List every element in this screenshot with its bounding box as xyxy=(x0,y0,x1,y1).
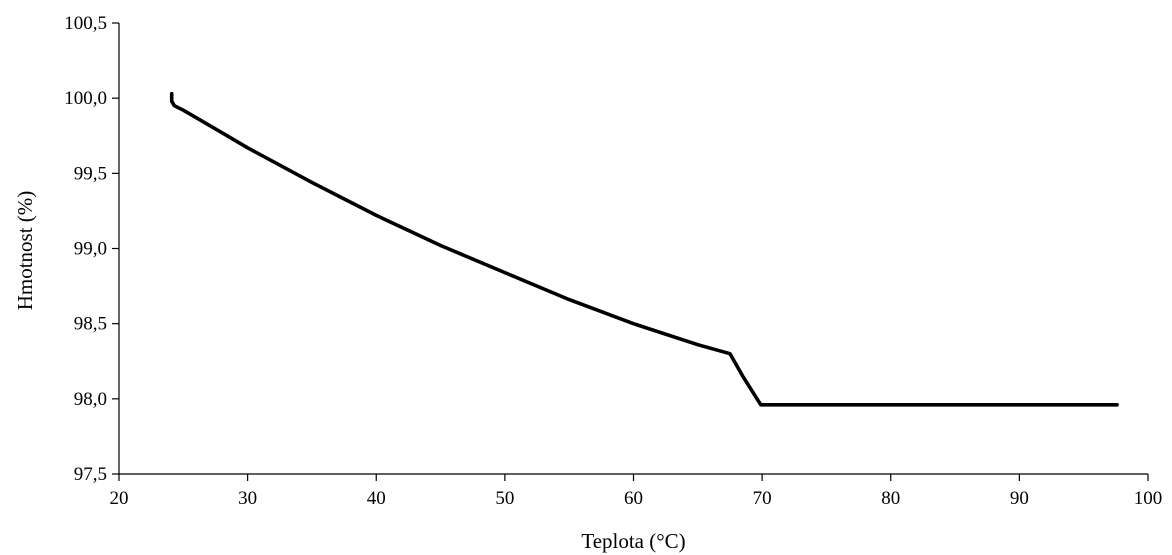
x-axis-ticks: 20 30 40 50 60 70 80 90 100 xyxy=(110,474,1163,509)
y-axis-ticks: 97,5 98,0 98,5 99,0 99,5 100,0 100,5 xyxy=(64,13,119,485)
x-tick-label: 90 xyxy=(1010,488,1029,509)
y-tick-label: 99,0 xyxy=(74,239,107,260)
x-tick-label: 60 xyxy=(624,488,643,509)
y-tick-label: 100,5 xyxy=(64,13,107,34)
x-tick-label: 70 xyxy=(753,488,772,509)
y-tick-label: 100,0 xyxy=(64,88,107,109)
x-axis-title: Teplota (°C) xyxy=(581,529,685,553)
y-tick-label: 99,5 xyxy=(74,163,107,184)
x-tick-label: 80 xyxy=(881,488,900,509)
y-tick-label: 98,0 xyxy=(74,389,107,410)
x-tick-label: 30 xyxy=(238,488,257,509)
y-axis-title: Hmotnost (%) xyxy=(13,191,37,311)
y-tick-label: 97,5 xyxy=(74,464,107,485)
mass-temperature-series-line xyxy=(169,91,1119,407)
x-tick-label: 20 xyxy=(110,488,129,509)
y-tick-label: 98,5 xyxy=(74,314,107,335)
x-tick-label: 50 xyxy=(495,488,514,509)
x-tick-label: 40 xyxy=(367,488,386,509)
x-tick-label: 100 xyxy=(1134,488,1163,509)
